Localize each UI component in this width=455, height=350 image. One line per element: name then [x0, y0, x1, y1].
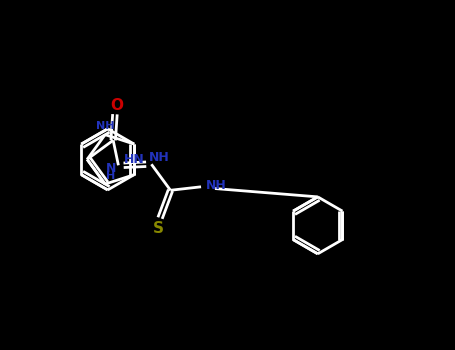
Text: N: N	[106, 162, 116, 175]
Text: NH: NH	[149, 152, 169, 164]
Text: HN: HN	[124, 153, 144, 166]
Text: NH: NH	[96, 121, 114, 131]
Text: O: O	[110, 98, 123, 113]
Text: S: S	[153, 221, 164, 236]
Text: H: H	[106, 171, 116, 181]
Text: NH: NH	[206, 178, 227, 191]
